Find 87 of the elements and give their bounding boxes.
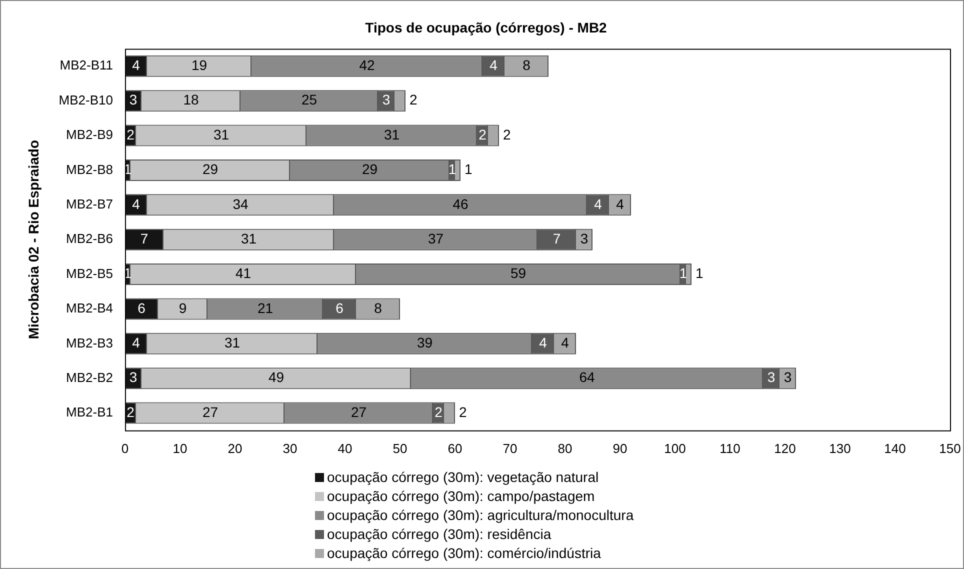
data-label: 8 (374, 300, 382, 316)
data-label: 2 (126, 126, 135, 142)
x-tick-label: 80 (558, 440, 572, 456)
y-tick-label: MB2-B10 (58, 92, 113, 108)
data-label: 1 (448, 161, 456, 178)
data-label: 7 (140, 230, 148, 246)
data-label: 1 (464, 161, 472, 178)
data-label: 4 (490, 57, 498, 74)
data-label: 4 (594, 196, 602, 212)
data-label: 19 (191, 57, 208, 74)
y-tick-label: MB2-B11 (60, 58, 113, 73)
data-label: 21 (257, 300, 274, 316)
data-label: 42 (359, 57, 375, 74)
data-label: 8 (522, 57, 531, 74)
chart-title: Tipos de ocupação (córregos) - MB2 (365, 19, 608, 36)
data-label: 64 (579, 369, 595, 386)
data-label: 2 (126, 404, 135, 420)
data-label: 7 (552, 230, 561, 246)
data-label: 27 (202, 404, 218, 420)
y-axis-title: Microbacia 02 - Rio Espraiado (25, 140, 42, 340)
x-tick-label: 20 (228, 440, 242, 456)
data-label: 25 (301, 92, 318, 108)
y-tick-label: MB2-B2 (66, 370, 113, 385)
data-label: 4 (132, 334, 140, 351)
data-label: 27 (350, 404, 367, 420)
data-label: 3 (580, 230, 588, 246)
data-label: 37 (428, 230, 444, 246)
x-tick-label: 70 (502, 440, 518, 456)
x-tick-label: 60 (448, 440, 462, 456)
data-label: 4 (539, 334, 548, 351)
y-tick-label: MB2-B6 (66, 231, 113, 246)
x-tick-label: 10 (172, 440, 188, 456)
data-label: 41 (235, 265, 252, 282)
data-label: 4 (616, 196, 624, 212)
data-label: 2 (458, 404, 467, 420)
data-label: 3 (129, 92, 138, 108)
x-tick-label: 0 (121, 440, 129, 456)
data-label: 31 (213, 126, 230, 142)
legend-label: ocupação córrego (30m): vegetação natural (327, 468, 599, 487)
data-label: 2 (502, 126, 511, 142)
y-tick-label: MB2-B3 (66, 335, 113, 350)
x-tick-label: 100 (664, 440, 686, 456)
data-label: 29 (362, 161, 378, 178)
data-label: 39 (416, 334, 433, 351)
legend-label: ocupação córrego (30m): agricultura/monocultura (327, 506, 634, 525)
data-label: 4 (132, 57, 140, 74)
data-label: 46 (452, 196, 468, 212)
x-tick-label: 40 (338, 440, 352, 456)
data-label: 34 (232, 196, 248, 212)
y-tick-label: MB2-B5 (66, 266, 113, 281)
data-label: 3 (767, 369, 776, 386)
data-label: 31 (240, 230, 257, 246)
data-label: 6 (336, 300, 344, 316)
y-tick-label: MB2-B9 (66, 127, 113, 142)
data-label: 3 (382, 92, 390, 108)
data-label: 1 (679, 265, 688, 282)
x-tick-label: 90 (612, 440, 628, 456)
data-label: 2 (409, 92, 418, 108)
x-tick-label: 30 (282, 440, 298, 456)
data-label: 4 (561, 334, 570, 351)
data-label: 2 (434, 404, 443, 420)
data-label: 31 (384, 126, 400, 142)
x-tick-label: 130 (829, 440, 851, 456)
legend-label: ocupação córrego (30m): comércio/indústria (327, 544, 601, 563)
data-label: 49 (268, 369, 284, 386)
data-label: 59 (510, 265, 526, 282)
legend-label: ocupação córrego (30m): campo/pastagem (327, 487, 595, 506)
data-label: 29 (202, 161, 218, 178)
data-label: 31 (224, 334, 240, 351)
y-tick-label: MB2-B4 (66, 300, 113, 316)
x-tick-label: 50 (392, 440, 408, 456)
data-label: 6 (138, 300, 146, 316)
legend-label: ocupação córrego (30m): residência (327, 525, 552, 544)
data-label: 2 (478, 126, 487, 142)
data-label: 4 (132, 196, 140, 212)
x-tick-label: 110 (720, 440, 740, 456)
data-label: 3 (129, 369, 138, 386)
y-tick-label: MB2-B8 (66, 162, 113, 177)
x-tick-label: 120 (774, 440, 796, 456)
data-label: 18 (183, 92, 199, 108)
data-label: 9 (178, 300, 187, 316)
data-label: 1 (695, 265, 704, 282)
x-tick-label: 150 (939, 440, 961, 456)
y-tick-label: MB2-B7 (66, 196, 113, 212)
x-tick-label: 140 (884, 440, 906, 456)
y-tick-label: MB2-B1 (66, 404, 113, 420)
data-label: 3 (784, 369, 792, 386)
